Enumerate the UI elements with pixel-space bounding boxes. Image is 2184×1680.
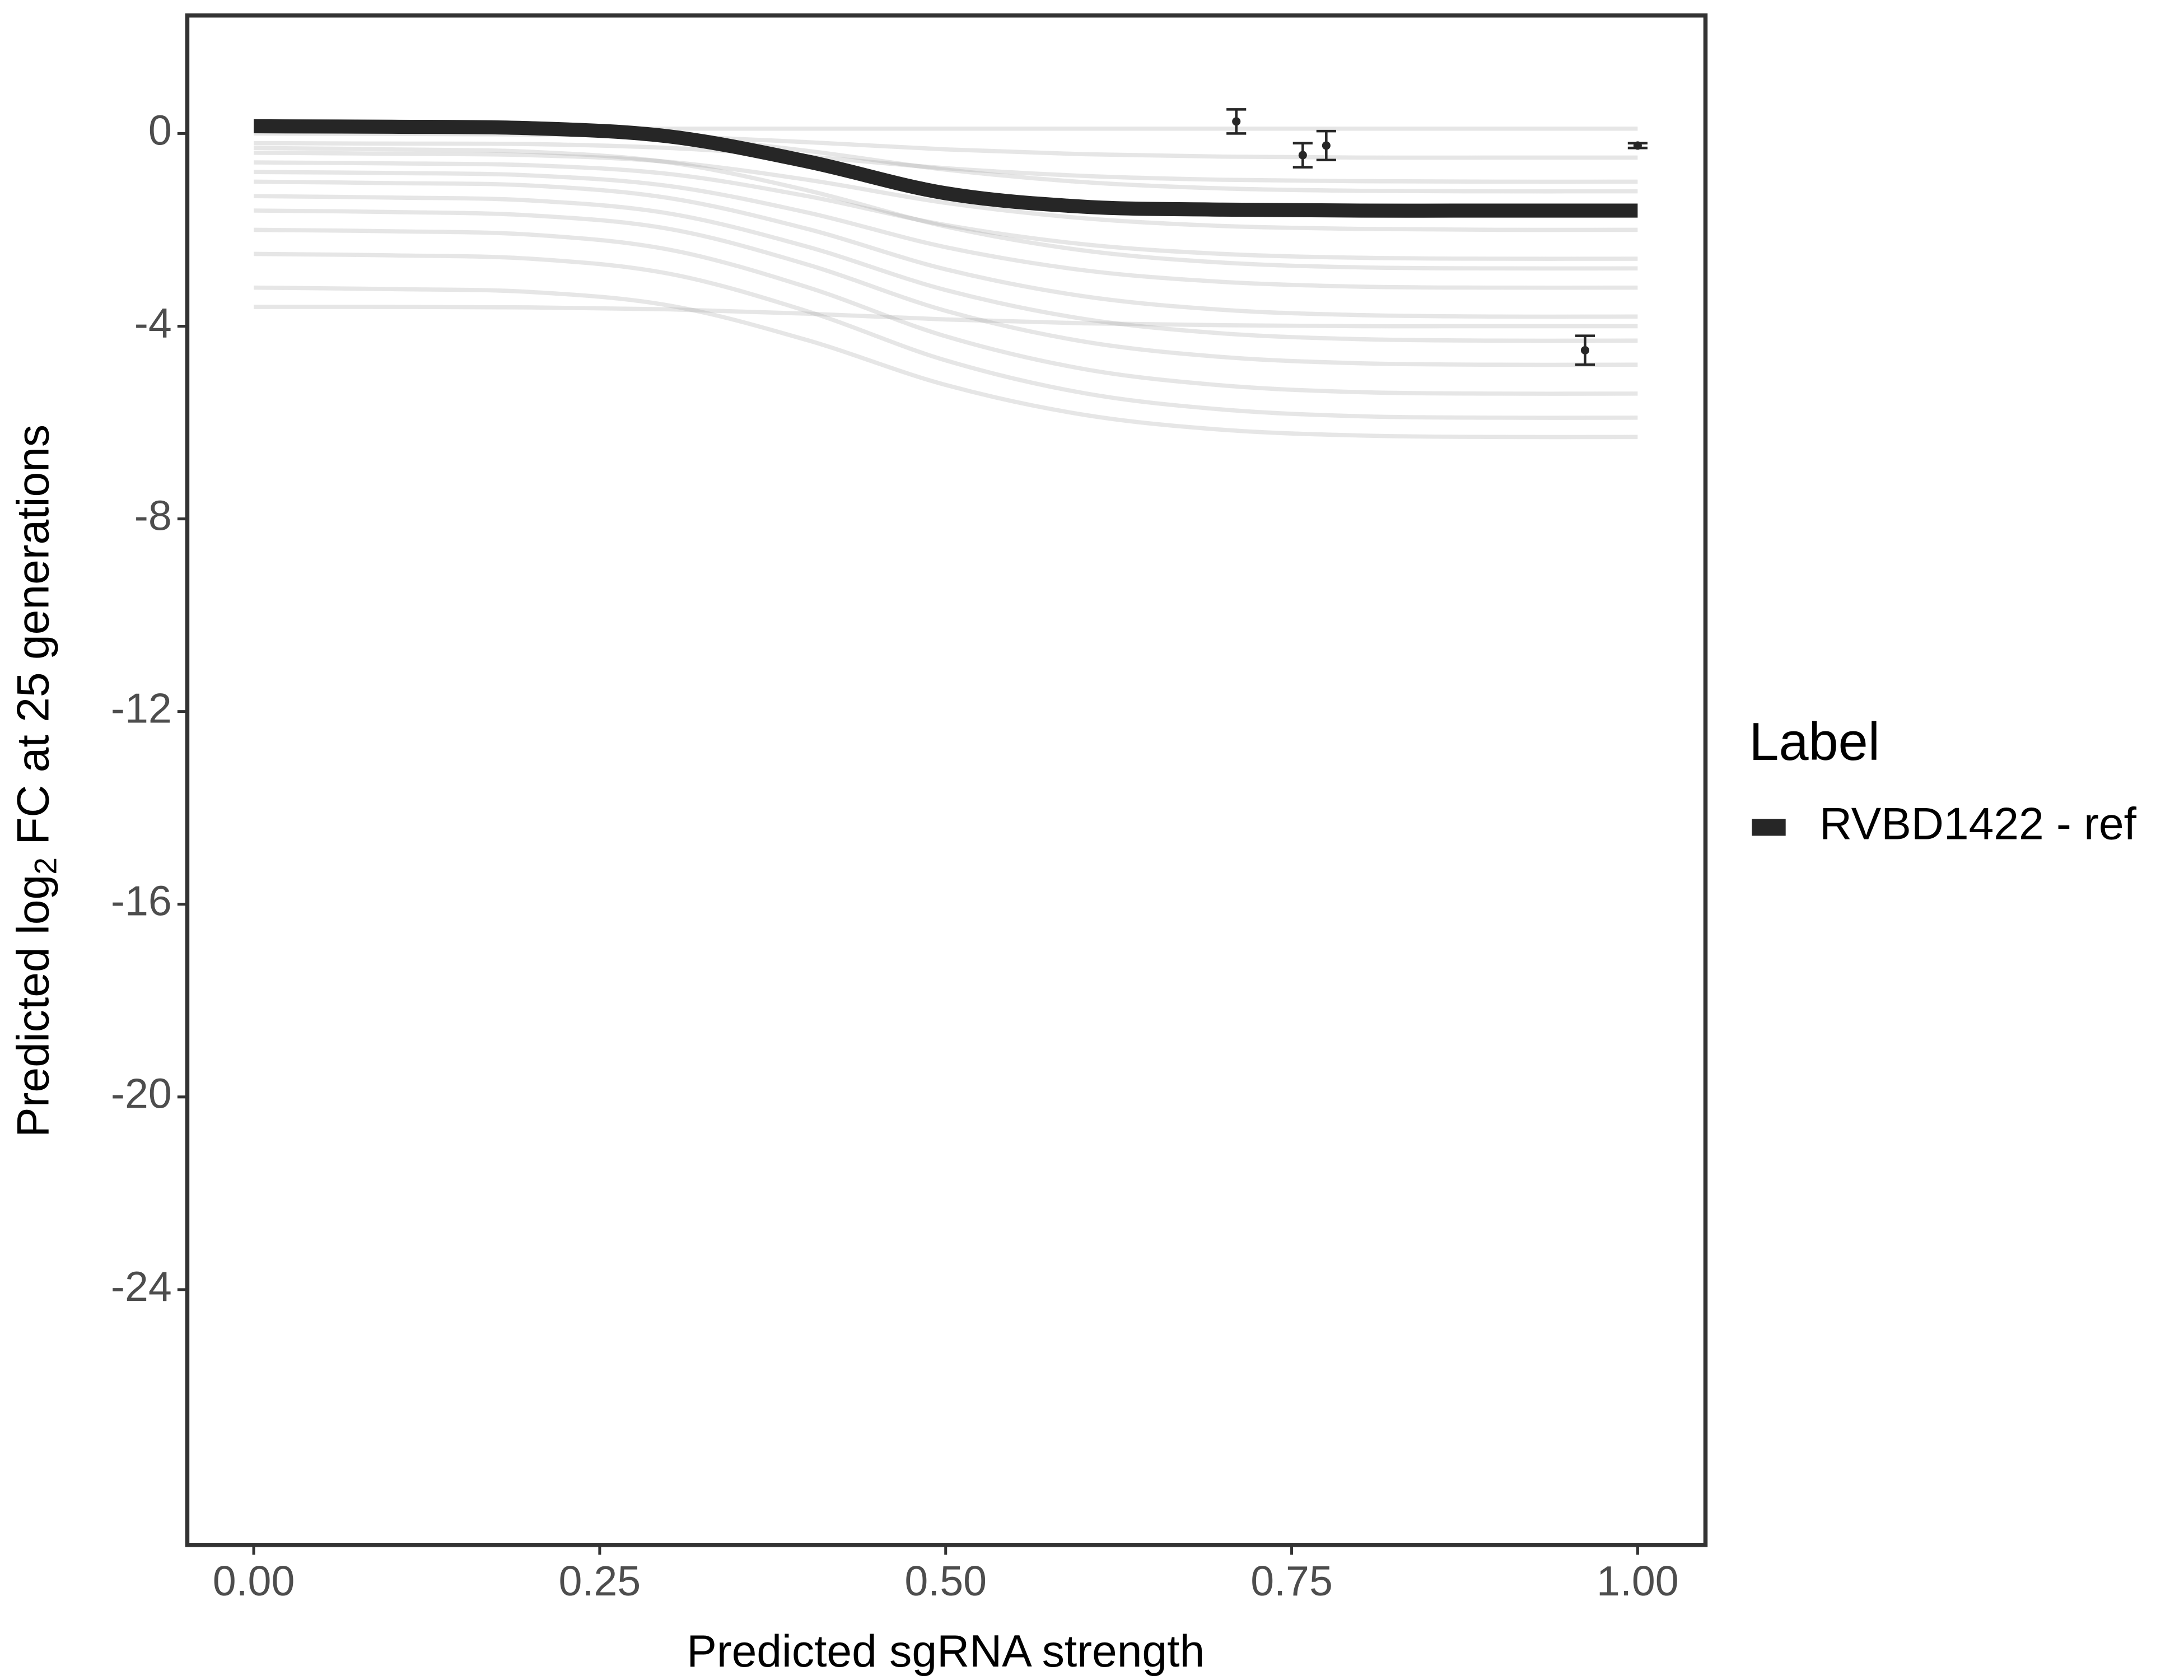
x-tick-label: 0.00 bbox=[213, 1557, 295, 1604]
y-axis-title-subscript: 2 bbox=[28, 857, 63, 875]
y-tick-label: -4 bbox=[134, 299, 172, 346]
data-point bbox=[1580, 346, 1590, 355]
x-tick-label: 1.00 bbox=[1597, 1557, 1679, 1604]
y-tick-label: -12 bbox=[111, 685, 172, 732]
y-axis-title-part: Predicted log bbox=[8, 875, 59, 1137]
posterior-draw bbox=[254, 179, 1638, 319]
x-tick-label: 0.75 bbox=[1250, 1557, 1333, 1604]
posterior-draw bbox=[254, 146, 1638, 271]
posterior-draw bbox=[254, 285, 1638, 440]
x-tick-label: 0.50 bbox=[904, 1557, 987, 1604]
legend-label: RVBD1422 - ref bbox=[1819, 799, 2137, 850]
reference-line bbox=[254, 119, 1638, 218]
y-tick-label: -20 bbox=[111, 1070, 172, 1117]
posterior-draw bbox=[254, 170, 1638, 290]
legend-key bbox=[1752, 819, 1786, 836]
y-tick-label: -16 bbox=[111, 878, 172, 925]
data-point bbox=[1232, 117, 1241, 126]
posterior-draw bbox=[254, 227, 1638, 396]
posterior-draw bbox=[254, 251, 1638, 420]
data-point bbox=[1322, 141, 1331, 150]
data-point bbox=[1298, 151, 1307, 160]
data-point bbox=[1633, 141, 1642, 150]
posterior-draw bbox=[254, 194, 1638, 343]
posterior-draw bbox=[254, 160, 1638, 261]
x-tick-label: 0.25 bbox=[559, 1557, 641, 1604]
panel-border bbox=[185, 13, 1708, 1547]
y-tick-label: -8 bbox=[134, 492, 172, 539]
posterior-draw bbox=[254, 208, 1638, 367]
y-tick-label: 0 bbox=[148, 106, 172, 153]
y-axis-title-part: FC at 25 generations bbox=[8, 424, 59, 857]
x-axis-title: Predicted sgRNA strength bbox=[687, 1626, 1205, 1677]
y-tick-label: -24 bbox=[111, 1263, 172, 1310]
legend-title: Label bbox=[1749, 712, 1880, 772]
y-axis-title: Predicted log2 FC at 25 generations bbox=[8, 424, 63, 1137]
posterior-draw bbox=[254, 151, 1638, 232]
posterior-draw bbox=[254, 141, 1638, 184]
posterior-draw bbox=[254, 305, 1638, 329]
